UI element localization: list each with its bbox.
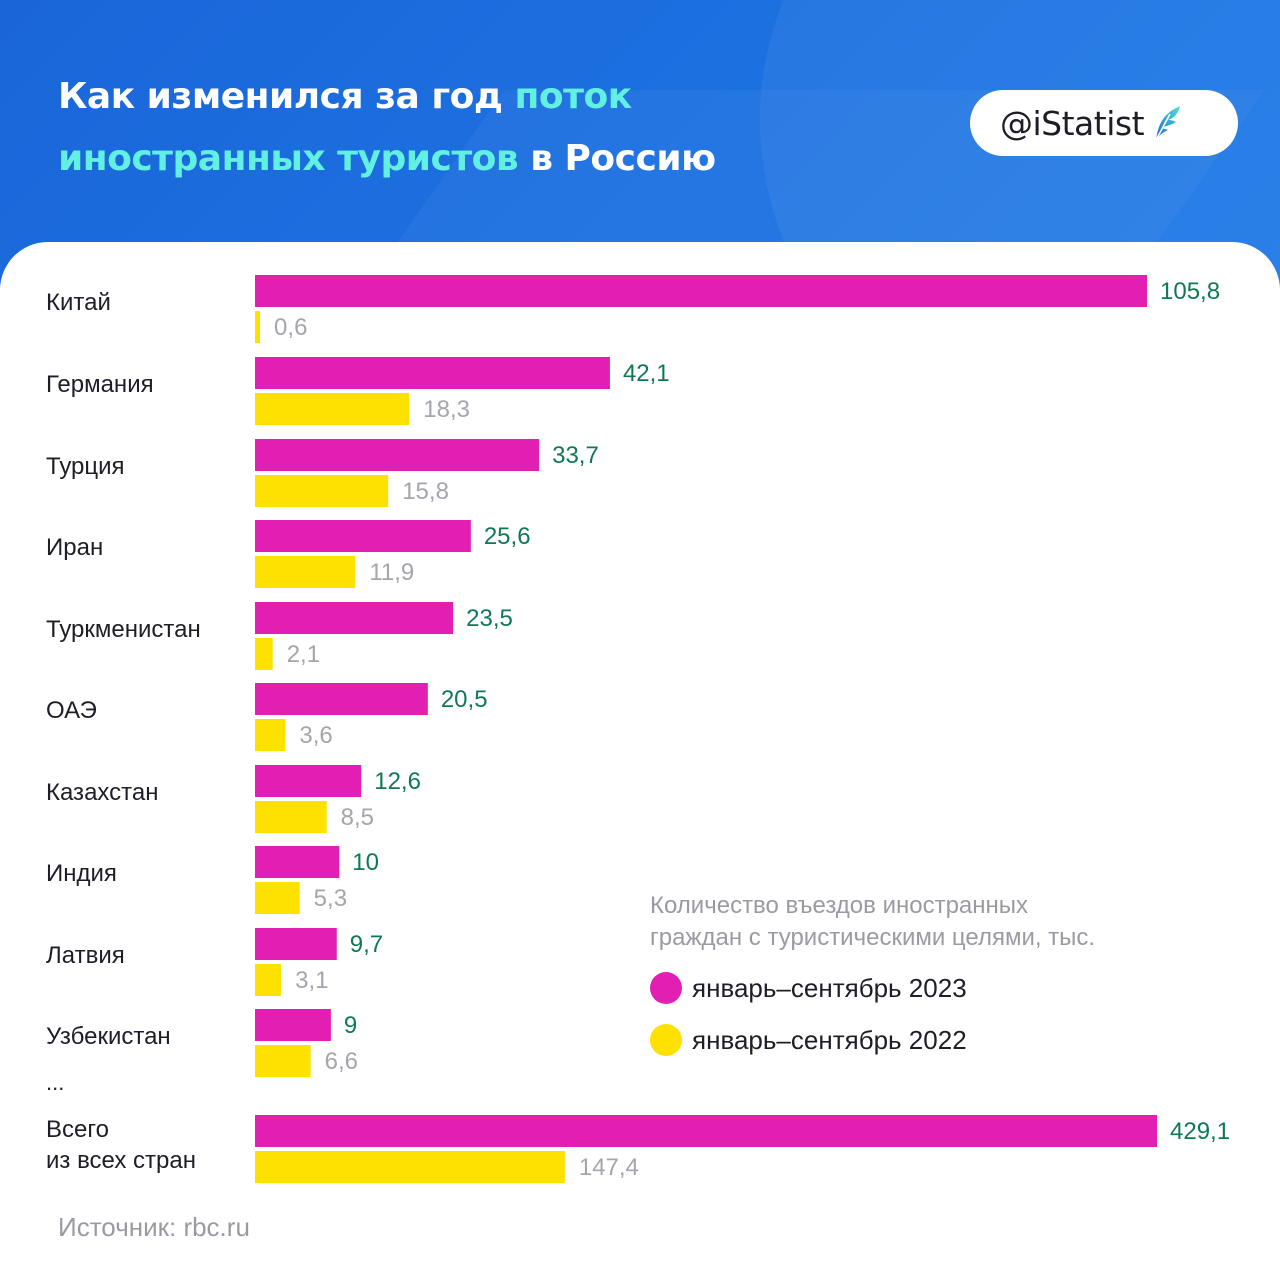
legend-label-2022: январь–сентябрь 2022 bbox=[692, 1024, 967, 1055]
category-label: Латвия bbox=[46, 942, 125, 969]
bar-2023 bbox=[255, 1115, 1157, 1147]
data-label-2022: 3,1 bbox=[295, 967, 328, 994]
bar-2023 bbox=[255, 439, 540, 471]
bar-2023 bbox=[255, 846, 340, 878]
bar-2022 bbox=[255, 719, 286, 751]
legend-item-2023: январь–сентябрь 2023 bbox=[650, 972, 1210, 1004]
category-label: Индия bbox=[46, 860, 117, 887]
category-label: Туркменистан bbox=[46, 616, 201, 643]
category-label: Узбекистан bbox=[46, 1023, 171, 1050]
data-label-2023: 23,5 bbox=[466, 605, 513, 632]
bar-2022 bbox=[255, 964, 282, 996]
title-part1: Как изменился за год bbox=[58, 76, 515, 117]
istatist-badge[interactable]: @iStatist bbox=[970, 90, 1238, 156]
title-part2: в Россию bbox=[518, 138, 716, 179]
data-label-2022: 3,6 bbox=[299, 722, 332, 749]
legend-title: Количество въездов иностранных граждан с… bbox=[650, 890, 1210, 954]
category-label: ОАЭ bbox=[46, 697, 97, 724]
data-label-2023: 9,7 bbox=[350, 931, 383, 958]
bar-2022 bbox=[255, 393, 410, 425]
category-label-line2: из всех стран bbox=[46, 1147, 196, 1174]
legend-item-2022: январь–сентябрь 2022 bbox=[650, 1024, 1210, 1056]
bar-2023 bbox=[255, 357, 610, 389]
data-label-2022: 0,6 bbox=[274, 314, 307, 341]
data-label-2023: 105,8 bbox=[1160, 278, 1220, 305]
bar-2023 bbox=[255, 928, 337, 960]
source-text: Источник: rbc.ru bbox=[58, 1212, 250, 1242]
category-label: Германия bbox=[46, 371, 154, 398]
data-label-2023: 10 bbox=[352, 849, 379, 876]
data-label-2023: 33,7 bbox=[552, 442, 599, 469]
data-label-2022: 147,4 bbox=[579, 1154, 639, 1181]
legend: Количество въездов иностранных граждан с… bbox=[650, 890, 1210, 1056]
data-label-2023: 9 bbox=[344, 1012, 357, 1039]
bar-2023 bbox=[255, 602, 454, 634]
legend-title-line1: Количество въездов иностранных bbox=[650, 892, 1029, 919]
chart-panel bbox=[0, 242, 1280, 1280]
title-highlight-1: поток bbox=[514, 76, 633, 117]
bar-2023 bbox=[255, 683, 428, 715]
bar-2022 bbox=[255, 1045, 311, 1077]
data-label-2022: 11,9 bbox=[369, 559, 414, 586]
legend-dot-2023 bbox=[650, 972, 682, 1004]
category-label: Китай bbox=[46, 289, 111, 316]
feather-logo-icon bbox=[1155, 106, 1181, 141]
data-label-2022: 8,5 bbox=[341, 804, 374, 831]
bar-2022 bbox=[255, 882, 300, 914]
category-label: Всего bbox=[46, 1116, 109, 1143]
badge-text: @iStatist bbox=[1000, 103, 1145, 143]
legend-dot-2022 bbox=[650, 1024, 682, 1056]
bar-2022 bbox=[255, 556, 356, 588]
bar-2022 bbox=[255, 311, 261, 343]
data-label-2022: 5,3 bbox=[314, 885, 347, 912]
data-label-2022: 15,8 bbox=[402, 478, 449, 505]
title-highlight-2: иностранных туристов bbox=[58, 138, 519, 179]
bar-2022 bbox=[255, 1151, 565, 1183]
ellipsis-text: ... bbox=[46, 1070, 65, 1095]
category-label: Турция bbox=[46, 453, 125, 480]
data-label-2023: 429,1 bbox=[1170, 1118, 1230, 1145]
data-label-2023: 20,5 bbox=[441, 686, 488, 713]
data-label-2022: 18,3 bbox=[423, 396, 470, 423]
legend-label-2023: январь–сентябрь 2023 bbox=[692, 972, 967, 1003]
data-label-2023: 25,6 bbox=[484, 523, 531, 550]
bar-2023 bbox=[255, 275, 1147, 307]
legend-title-line2: граждан с туристическими целями, тыс. bbox=[650, 924, 1096, 951]
bar-2022 bbox=[255, 801, 327, 833]
page-title: Как изменился за год поток иностранных т… bbox=[58, 66, 716, 190]
category-label: Иран bbox=[46, 534, 103, 561]
bar-2023 bbox=[255, 765, 362, 797]
data-label-2022: 2,1 bbox=[287, 641, 320, 668]
data-label-2023: 42,1 bbox=[623, 360, 670, 387]
bar-2023 bbox=[255, 520, 471, 552]
data-label-2023: 12,6 bbox=[374, 768, 421, 795]
bar-2022 bbox=[255, 638, 273, 670]
category-label: Казахстан bbox=[46, 779, 158, 806]
bar-2023 bbox=[255, 1009, 331, 1041]
bar-2022 bbox=[255, 475, 389, 507]
data-label-2022: 6,6 bbox=[325, 1048, 358, 1075]
